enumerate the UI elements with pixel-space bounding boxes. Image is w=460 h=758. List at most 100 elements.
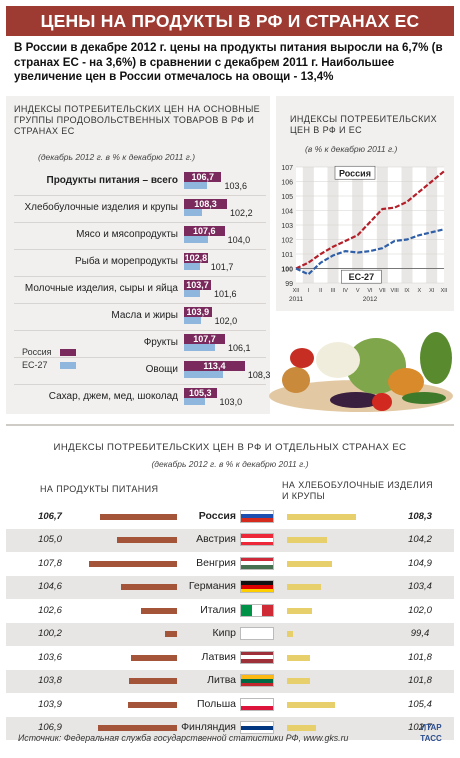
russia-value: 108,3 (194, 199, 217, 209)
russia-value: 103,7 (186, 280, 209, 290)
row-band (6, 575, 454, 599)
bread-bar (287, 584, 322, 591)
food-value: 106,7 (38, 510, 62, 522)
russia-bar (184, 226, 225, 236)
russia-line-label-box (334, 165, 376, 180)
bread-bar (287, 631, 294, 638)
row-divider (14, 384, 266, 385)
country-name: Латвия (201, 650, 236, 663)
x-tick-label: III (331, 288, 336, 294)
flag-stripe (241, 557, 273, 562)
flag-stripe (241, 698, 273, 703)
flag-stripe (241, 635, 273, 640)
category-bars: Продукты питания – всего 106,7 103,6 Хлебоб… (0, 0, 270, 420)
bread-bar (287, 678, 311, 685)
x-tick-label: X (417, 288, 421, 294)
flag-stripe (241, 541, 273, 546)
category-label: Продукты питания – всего (46, 175, 178, 186)
legend: Россия ЕС-27 (10, 345, 80, 375)
bread-value: 102,7 (408, 722, 432, 734)
eu-bar (184, 317, 201, 324)
eu-bar (184, 290, 200, 297)
country-flag (240, 556, 274, 570)
x-tick-label: VI (367, 288, 373, 294)
food-bar (117, 537, 177, 544)
food-bar (128, 701, 177, 708)
onion (282, 367, 310, 393)
bread-bar (287, 725, 317, 732)
legend-eu-swatch (60, 362, 76, 369)
country-name: Кипр (212, 627, 236, 640)
category-chart-subtitle: (декабрь 2012 г. в % к декабрю 2011 г.) (38, 152, 196, 162)
x-tick-label: V (356, 288, 360, 294)
row-band (6, 669, 454, 693)
category-chart-title: ИНДЕКСЫ ПОТРЕБИТЕЛЬСКИХ ЦЕН НА ОСНОВНЫЕ … (14, 104, 261, 136)
flag-stripe (241, 510, 273, 515)
russia-bar (184, 172, 222, 182)
food-value: 100,2 (38, 628, 62, 640)
legend-eu-label: ЕС-27 (22, 360, 48, 370)
russia-value: 107,7 (193, 334, 216, 344)
russia-value: 107,6 (193, 226, 216, 236)
country-name: Италия (200, 603, 236, 616)
flag-stripe (241, 561, 273, 566)
eu-value: 108,3 (247, 370, 271, 380)
x-tick-label: IX (404, 288, 410, 294)
country-flag (240, 697, 274, 711)
flag-stripe (241, 581, 273, 585)
food-value: 103,6 (38, 651, 62, 663)
tomato (372, 393, 392, 411)
row-divider (14, 222, 266, 223)
eu-value: 101,6 (213, 289, 237, 299)
logo-text: ИТАР ТАСС (420, 723, 442, 743)
year-label-2011: 2011 (289, 296, 303, 303)
lead-text: В России в декабре 2012 г. цены на проду… (14, 41, 443, 83)
y-tick-label: 104 (281, 209, 293, 216)
category-label: Молочные изделия, сыры и яйца (24, 283, 178, 294)
eu-line-label: ЕС-27 (349, 272, 375, 282)
row-divider (14, 357, 266, 358)
country-name: Австрия (196, 533, 236, 546)
bread-value: 108,3 (408, 510, 432, 522)
row-band (6, 528, 454, 552)
flag-stripe (241, 518, 273, 522)
country-flag (240, 533, 274, 547)
russia-value: 113,4 (203, 361, 226, 371)
category-label: Мясо и мясопродукты (76, 229, 178, 240)
food-value: 104,6 (38, 581, 62, 593)
russia-line-label: Россия (339, 168, 371, 178)
country-name: Венгрия (196, 556, 236, 569)
x-tick-label: XII (441, 288, 448, 294)
countries-divider (6, 424, 454, 426)
x-tick-label: XII (293, 288, 300, 294)
russia-value: 105,3 (189, 388, 212, 398)
bread-bar (287, 560, 332, 567)
bread-value: 105,4 (408, 698, 432, 710)
bread-bar (287, 607, 312, 614)
russia-bar (184, 388, 217, 398)
russia-bar (184, 307, 212, 317)
category-label: Фрукты (143, 337, 178, 348)
x-tick-label: IV (343, 288, 349, 294)
pepper-red (290, 348, 314, 368)
food-value: 107,8 (38, 557, 62, 569)
source-note: Источник: Федеральная служба государстве… (18, 733, 349, 743)
russia-bar (184, 361, 245, 371)
food-value: 105,0 (38, 534, 62, 546)
eu-bar (184, 182, 207, 189)
eu-bar (184, 371, 224, 378)
category-label: Масла и жиры (111, 310, 178, 321)
eu-bar (184, 398, 205, 405)
y-tick-label: 103 (281, 223, 293, 230)
bread-value: 101,8 (408, 651, 432, 663)
row-divider (14, 303, 266, 304)
y-tick-label: 101 (281, 252, 293, 259)
eu-value: 103,6 (224, 181, 247, 191)
legend-russia-label: Россия (22, 347, 52, 357)
row-divider (14, 330, 266, 331)
flag-stripe (241, 534, 273, 538)
bread-value: 104,9 (408, 557, 432, 569)
food-value: 106,9 (38, 722, 62, 734)
